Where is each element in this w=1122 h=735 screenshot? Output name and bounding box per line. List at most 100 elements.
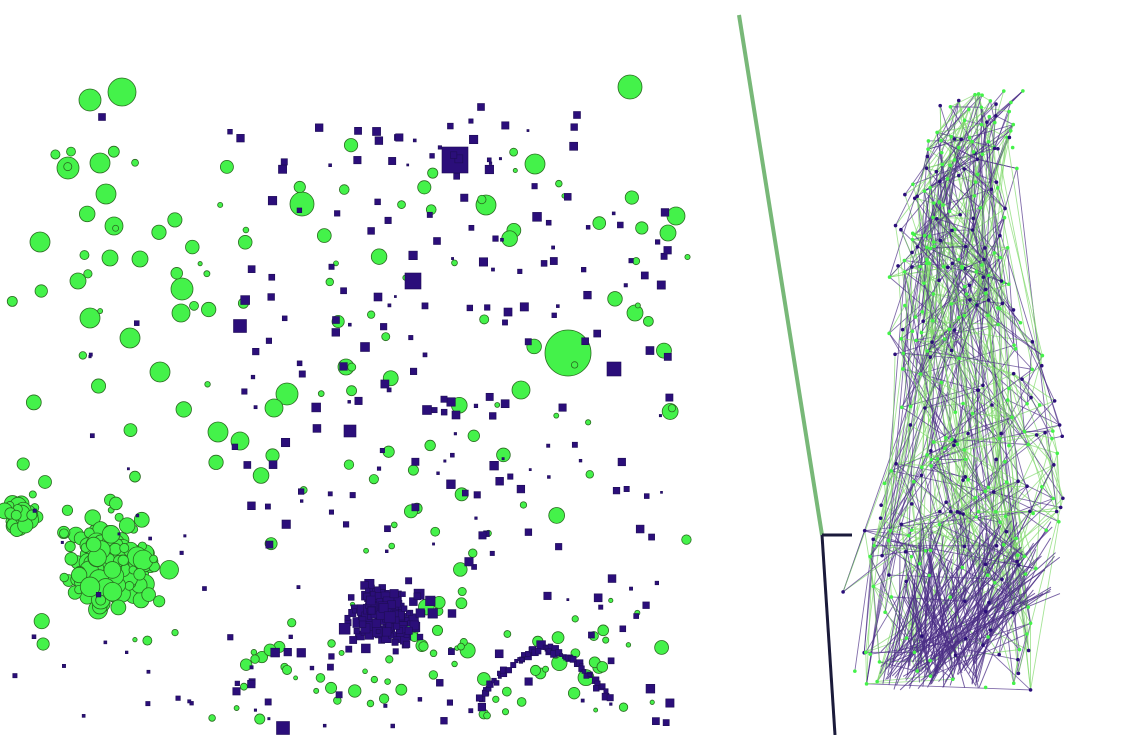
- network-edge: [904, 94, 976, 195]
- network-node-purple: [994, 543, 999, 548]
- network-node-purple: [934, 169, 939, 174]
- green-node: [388, 542, 396, 550]
- network-node-green: [931, 318, 935, 323]
- network-edge: [993, 147, 997, 183]
- network-node-purple: [1020, 377, 1024, 381]
- purple-node: [451, 257, 454, 260]
- purple-node: [468, 118, 474, 124]
- green-node: [282, 664, 293, 675]
- purple-node: [629, 586, 633, 591]
- network-edge: [905, 520, 1012, 679]
- network-edge: [949, 511, 958, 598]
- network-edge: [962, 513, 1025, 557]
- purple-node: [525, 651, 531, 657]
- network-edge: [876, 556, 912, 682]
- purple-node: [427, 608, 438, 619]
- network-edge: [1016, 438, 1053, 562]
- purple-node: [328, 263, 335, 270]
- network-edge: [939, 524, 1026, 575]
- green-node: [501, 230, 518, 247]
- network-node-green: [1002, 215, 1007, 220]
- purple-node: [311, 402, 321, 413]
- network-edge: [958, 100, 975, 153]
- purple-node: [498, 157, 502, 161]
- green-node: [327, 639, 336, 648]
- network-node-green: [974, 515, 979, 519]
- purple-node: [464, 557, 474, 567]
- network-node-purple: [910, 265, 914, 269]
- purple-node: [623, 486, 630, 492]
- network-edge: [1027, 607, 1032, 624]
- purple-node: [583, 290, 592, 300]
- purple-node: [360, 581, 369, 590]
- network-edge: [926, 167, 976, 183]
- green-node: [71, 566, 88, 584]
- network-edge: [986, 90, 1024, 123]
- green-node: [132, 637, 138, 643]
- purple-node: [558, 403, 567, 412]
- network-node-green: [1026, 605, 1031, 609]
- purple-node: [578, 665, 585, 672]
- purple-node: [354, 127, 362, 135]
- purple-node: [385, 549, 389, 553]
- network-edge: [888, 266, 913, 541]
- purple-node: [564, 193, 572, 201]
- network-edge: [958, 275, 990, 359]
- purple-node: [502, 319, 508, 326]
- network-node-green: [1025, 632, 1029, 636]
- network-edge: [902, 368, 958, 445]
- network-node-green: [1022, 554, 1027, 559]
- purple-node: [126, 467, 130, 471]
- panel-divider: [737, 14, 852, 735]
- network-edge: [985, 293, 1006, 517]
- purple-node: [623, 283, 628, 288]
- network-node-purple: [990, 403, 994, 407]
- network-edge: [935, 572, 969, 666]
- network-edge: [1024, 400, 1055, 432]
- network-node-green: [950, 677, 955, 682]
- network-node-green: [1011, 122, 1016, 127]
- green-node: [250, 654, 260, 664]
- network-edge: [1021, 378, 1032, 398]
- purple-node: [519, 302, 529, 312]
- purple-node: [340, 287, 347, 295]
- network-edge: [863, 545, 875, 653]
- network-node-purple: [997, 652, 1001, 657]
- network-node-green: [940, 162, 945, 167]
- purple-node: [32, 508, 37, 513]
- green-node: [217, 201, 224, 208]
- purple-node: [474, 516, 478, 520]
- purple-node: [617, 221, 624, 229]
- green-node: [585, 470, 594, 479]
- network-node-green: [864, 682, 869, 686]
- purple-node: [409, 597, 418, 606]
- network-edge: [1003, 282, 1030, 651]
- network-node-green: [942, 337, 947, 341]
- purple-node: [466, 304, 474, 312]
- network-node-purple: [944, 500, 948, 505]
- purple-node: [408, 335, 414, 341]
- network-edge: [1017, 511, 1058, 556]
- network-edge: [865, 652, 868, 684]
- green-node: [107, 77, 137, 107]
- network-node-green: [1015, 166, 1019, 171]
- network-node-green: [919, 465, 924, 470]
- green-node: [64, 540, 76, 553]
- network-edge: [993, 252, 1004, 283]
- network-edge: [869, 481, 915, 557]
- purple-node: [416, 633, 424, 641]
- green-node: [171, 303, 191, 323]
- green-node: [78, 351, 87, 360]
- purple-node: [233, 319, 247, 333]
- network-node-green: [917, 561, 922, 566]
- network-node-green: [961, 401, 965, 406]
- purple-node: [252, 347, 260, 356]
- network-node-purple: [956, 173, 961, 178]
- purple-node: [663, 352, 672, 361]
- network-node-purple: [903, 550, 908, 554]
- network-edge: [939, 105, 942, 141]
- purple-node: [446, 699, 453, 706]
- green-node: [429, 649, 438, 658]
- purple-node: [344, 614, 351, 621]
